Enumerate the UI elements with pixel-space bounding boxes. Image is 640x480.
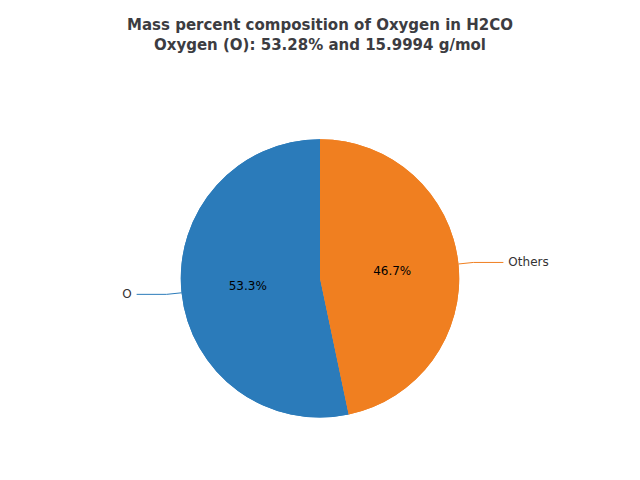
svg-text:O: O [122, 287, 131, 301]
svg-text:Others: Others [508, 255, 548, 269]
svg-text:Oxygen (O): 53.28% and 15.9994: Oxygen (O): 53.28% and 15.9994 g/mol [154, 36, 486, 54]
svg-text:46.7%: 46.7% [373, 264, 411, 278]
svg-text:53.3%: 53.3% [229, 279, 267, 293]
svg-text:Mass percent composition of Ox: Mass percent composition of Oxygen in H2… [127, 16, 513, 34]
